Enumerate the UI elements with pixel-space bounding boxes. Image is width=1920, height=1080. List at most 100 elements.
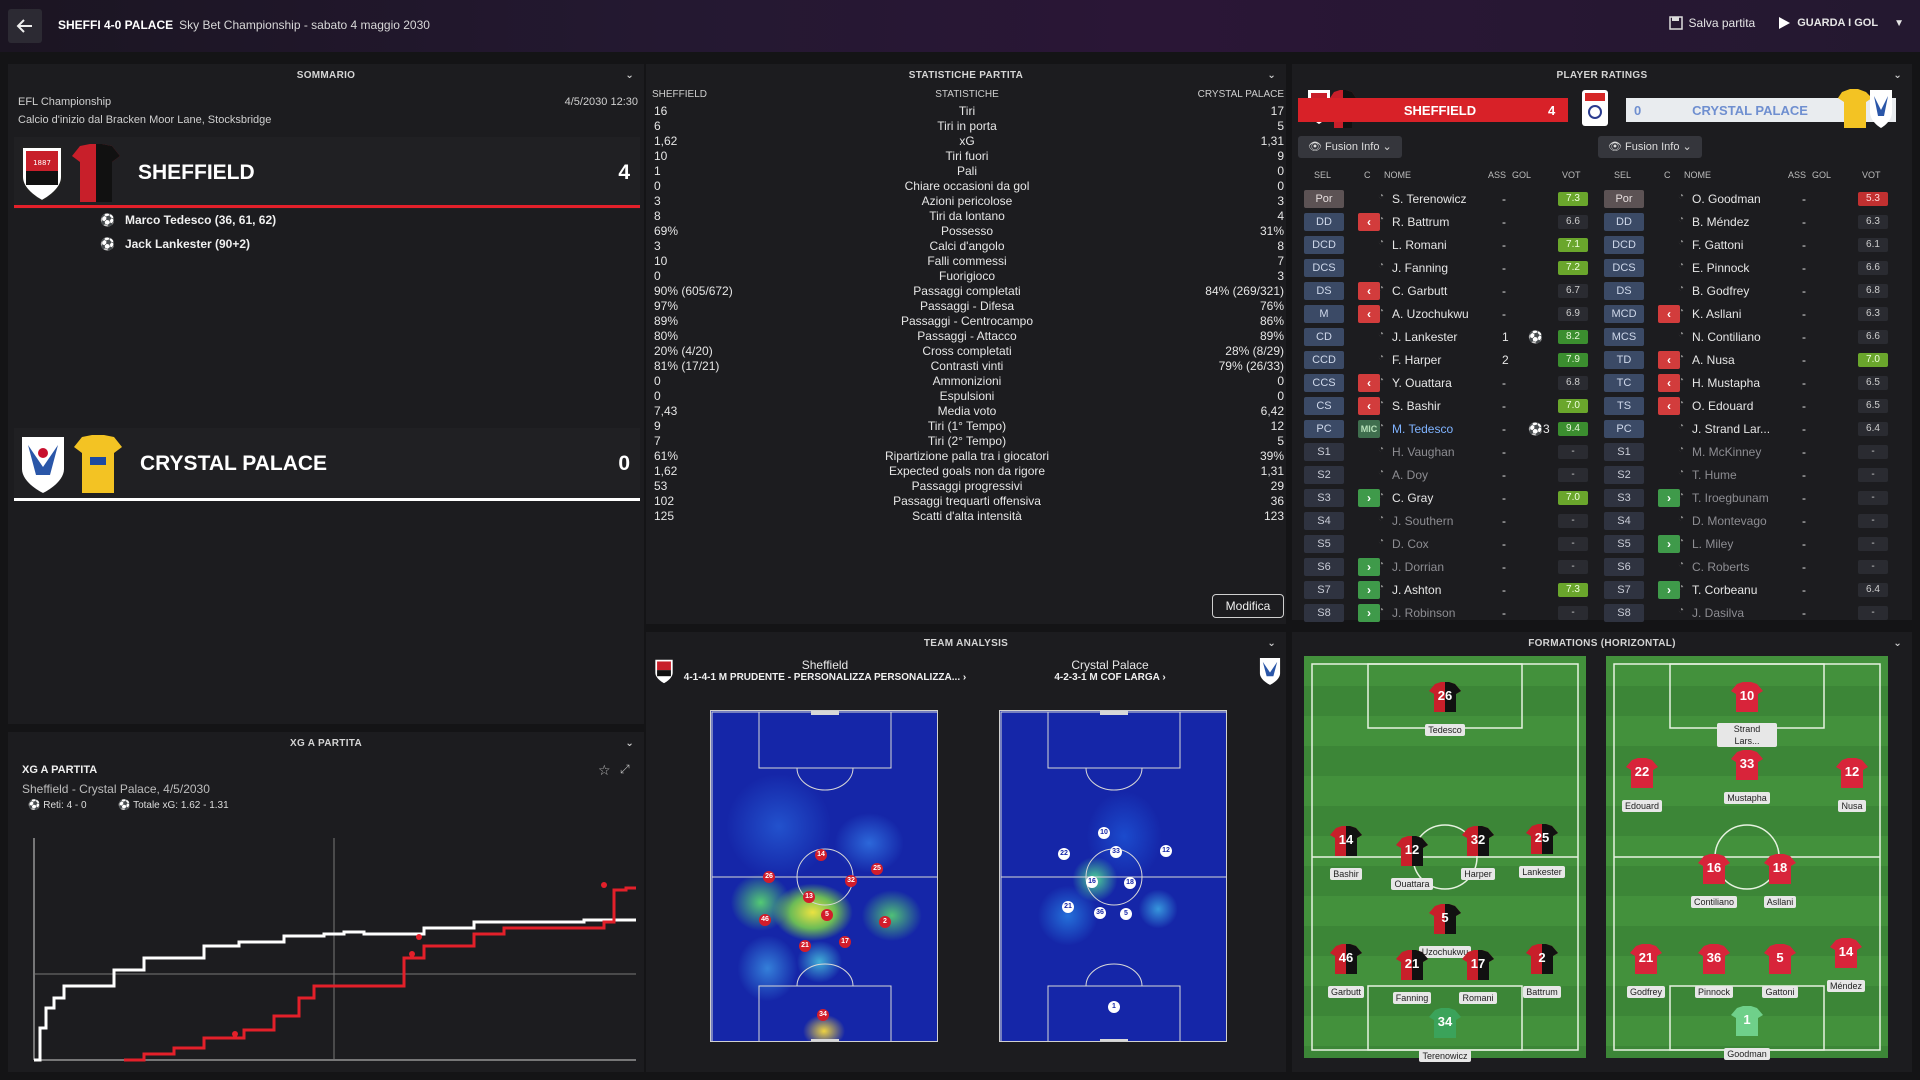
player-name[interactable]: C. Garbutt xyxy=(1392,284,1448,298)
player-name[interactable]: J. Southern xyxy=(1392,514,1454,528)
player-name[interactable]: J. Ashton xyxy=(1392,583,1442,597)
player-row[interactable]: Por ◔ S. Terenowicz - 7.3 xyxy=(1304,188,1594,210)
player-row[interactable]: DS ◔ B. Godfrey - 6.8 xyxy=(1604,280,1894,302)
formation-player[interactable]: 36 Pinnock xyxy=(1684,942,1744,998)
player-row[interactable]: S6 ◔ C. Roberts - - xyxy=(1604,556,1894,578)
formation-player[interactable]: 1 Goodman xyxy=(1717,1004,1777,1060)
player-row[interactable]: CCD ◔ F. Harper 2 7.9 xyxy=(1304,349,1594,371)
player-row[interactable]: S7 › ◔ T. Corbeanu - 6.4 xyxy=(1604,579,1894,601)
player-name[interactable]: B. Godfrey xyxy=(1692,284,1750,298)
expand-icon[interactable]: ⤢ xyxy=(620,762,630,776)
player-row[interactable]: S3 › ◔ T. Iroegbunam - - xyxy=(1604,487,1894,509)
player-name[interactable]: F. Harper xyxy=(1392,353,1442,367)
player-name[interactable]: T. Hume xyxy=(1692,468,1737,482)
player-row[interactable]: S7 › ◔ J. Ashton - 7.3 xyxy=(1304,579,1594,601)
formation-player[interactable]: 21 Godfrey xyxy=(1616,942,1676,998)
player-row[interactable]: CS ‹ ◔ S. Bashir - 7.0 xyxy=(1304,395,1594,417)
formation-player[interactable]: 32 Harper xyxy=(1448,824,1508,880)
player-name[interactable]: C. Gray xyxy=(1392,491,1434,505)
player-name[interactable]: F. Gattoni xyxy=(1692,238,1744,252)
formation-player[interactable]: 12 Ouattara xyxy=(1382,834,1442,890)
home-fusion-info-button[interactable]: 👁 Fusion Info ⌄ xyxy=(1298,136,1402,158)
star-icon[interactable]: ☆ xyxy=(598,762,611,778)
player-row[interactable]: Por ◔ O. Goodman - 5.3 xyxy=(1604,188,1894,210)
chevron-down-icon[interactable]: ▼ xyxy=(1894,17,1904,29)
player-row[interactable]: CCS ‹ ◔ Y. Ouattara - 6.8 xyxy=(1304,372,1594,394)
formation-player[interactable]: 12 Nusa xyxy=(1822,756,1882,812)
player-name[interactable]: T. Iroegbunam xyxy=(1692,491,1769,505)
formation-player[interactable]: 5 Uzochukwu xyxy=(1415,902,1475,958)
edit-button[interactable]: Modifica xyxy=(1212,594,1284,618)
formation-player[interactable]: 14 Bashir xyxy=(1316,824,1376,880)
player-name[interactable]: R. Battrum xyxy=(1392,215,1450,229)
formation-player[interactable]: 26 Tedesco xyxy=(1415,680,1475,736)
watch-goals-button[interactable]: GUARDA I GOL ▼ xyxy=(1777,16,1904,30)
save-match-button[interactable]: Salva partita xyxy=(1668,16,1755,30)
formation-player[interactable]: 18 Asllani xyxy=(1750,852,1810,908)
formation-player[interactable]: 25 Lankester xyxy=(1512,822,1572,878)
player-row[interactable]: TS ‹ ◔ O. Edouard - 6.5 xyxy=(1604,395,1894,417)
player-name[interactable]: S. Bashir xyxy=(1392,399,1441,413)
player-row[interactable]: DCS ◔ J. Fanning - 7.2 xyxy=(1304,257,1594,279)
player-name[interactable]: H. Mustapha xyxy=(1692,376,1761,390)
back-button[interactable] xyxy=(8,9,42,43)
player-row[interactable]: S1 ◔ M. McKinney - - xyxy=(1604,441,1894,463)
player-row[interactable]: DD ◔ B. Méndez - 6.3 xyxy=(1604,211,1894,233)
formation-player[interactable]: 46 Garbutt xyxy=(1316,942,1376,998)
player-name[interactable]: A. Doy xyxy=(1392,468,1429,482)
formation-player[interactable]: 2 Battrum xyxy=(1512,942,1572,998)
player-name[interactable]: E. Pinnock xyxy=(1692,261,1750,275)
player-row[interactable]: DS ‹ ◔ C. Garbutt - 6.7 xyxy=(1304,280,1594,302)
player-name[interactable]: T. Corbeanu xyxy=(1692,583,1758,597)
player-row[interactable]: S3 › ◔ C. Gray - 7.0 xyxy=(1304,487,1594,509)
player-name[interactable]: J. Robinson xyxy=(1392,606,1456,620)
player-row[interactable]: TD ‹ ◔ A. Nusa - 7.0 xyxy=(1604,349,1894,371)
analysis-home-tactic[interactable]: 4-1-4-1 M PRUDENTE - PERSONALIZZA PERSON… xyxy=(683,672,967,683)
player-name[interactable]: L. Miley xyxy=(1692,537,1734,551)
player-name[interactable]: B. Méndez xyxy=(1692,215,1750,229)
player-name[interactable]: A. Nusa xyxy=(1692,353,1735,367)
player-name[interactable]: M. McKinney xyxy=(1692,445,1762,459)
player-row[interactable]: MCD ‹ ◔ K. Asllani - 6.3 xyxy=(1604,303,1894,325)
player-row[interactable]: S5 ◔ D. Cox - - xyxy=(1304,533,1594,555)
player-row[interactable]: PC MIC ◔ M. Tedesco - ⚽3 9.4 xyxy=(1304,418,1594,440)
player-row[interactable]: S8 ◔ J. Dasilva - - xyxy=(1604,602,1894,624)
chevron-down-icon[interactable]: ⌄ xyxy=(625,70,634,81)
formation-player[interactable]: 34 Terenowicz xyxy=(1415,1006,1475,1062)
formation-player[interactable]: 21 Fanning xyxy=(1382,948,1442,1004)
formation-player[interactable]: 22 Edouard xyxy=(1612,756,1672,812)
player-name[interactable]: O. Edouard xyxy=(1692,399,1754,413)
player-row[interactable]: DCD ◔ L. Romani - 7.1 xyxy=(1304,234,1594,256)
player-name[interactable]: J. Strand Lar... xyxy=(1692,422,1771,436)
chevron-down-icon[interactable]: ⌄ xyxy=(1893,638,1902,649)
player-name[interactable]: J. Fanning xyxy=(1392,261,1449,275)
player-row[interactable]: S8 › ◔ J. Robinson - - xyxy=(1304,602,1594,624)
chevron-down-icon[interactable]: ⌄ xyxy=(1893,70,1902,81)
player-name[interactable]: O. Goodman xyxy=(1692,192,1761,206)
player-row[interactable]: DCD ◔ F. Gattoni - 6.1 xyxy=(1604,234,1894,256)
player-name[interactable]: N. Contiliano xyxy=(1692,330,1761,344)
player-name[interactable]: H. Vaughan xyxy=(1392,445,1455,459)
player-row[interactable]: DD ‹ ◔ R. Battrum - 6.6 xyxy=(1304,211,1594,233)
formation-player[interactable]: 5 Gattoni xyxy=(1750,942,1810,998)
formation-player[interactable]: 17 Romani xyxy=(1448,948,1508,1004)
player-row[interactable]: S2 ◔ T. Hume - - xyxy=(1604,464,1894,486)
player-name[interactable]: Y. Ouattara xyxy=(1392,376,1452,390)
player-name[interactable]: J. Dasilva xyxy=(1692,606,1745,620)
player-name[interactable]: A. Uzochukwu xyxy=(1392,307,1469,321)
player-row[interactable]: S6 › ◔ J. Dorrian - - xyxy=(1304,556,1594,578)
player-name[interactable]: K. Asllani xyxy=(1692,307,1742,321)
formation-player[interactable]: 10 Strand Lars... xyxy=(1717,680,1777,747)
player-name[interactable]: J. Dorrian xyxy=(1392,560,1445,574)
chevron-down-icon[interactable]: ⌄ xyxy=(625,738,634,749)
analysis-away-tactic[interactable]: 4-2-3-1 M COF LARGA › xyxy=(1054,672,1166,683)
formation-player[interactable]: 14 Méndez xyxy=(1816,936,1876,992)
player-name[interactable]: M. Tedesco xyxy=(1392,422,1454,436)
player-row[interactable]: S4 ◔ D. Montevago - - xyxy=(1604,510,1894,532)
player-row[interactable]: CD ◔ J. Lankester 1 ⚽ 8.2 xyxy=(1304,326,1594,348)
player-row[interactable]: S1 ◔ H. Vaughan - - xyxy=(1304,441,1594,463)
player-row[interactable]: M ‹ ◔ A. Uzochukwu - 6.9 xyxy=(1304,303,1594,325)
away-fusion-info-button[interactable]: 👁 Fusion Info ⌄ xyxy=(1598,136,1702,158)
player-row[interactable]: MCS ◔ N. Contiliano - 6.6 xyxy=(1604,326,1894,348)
player-name[interactable]: S. Terenowicz xyxy=(1392,192,1467,206)
